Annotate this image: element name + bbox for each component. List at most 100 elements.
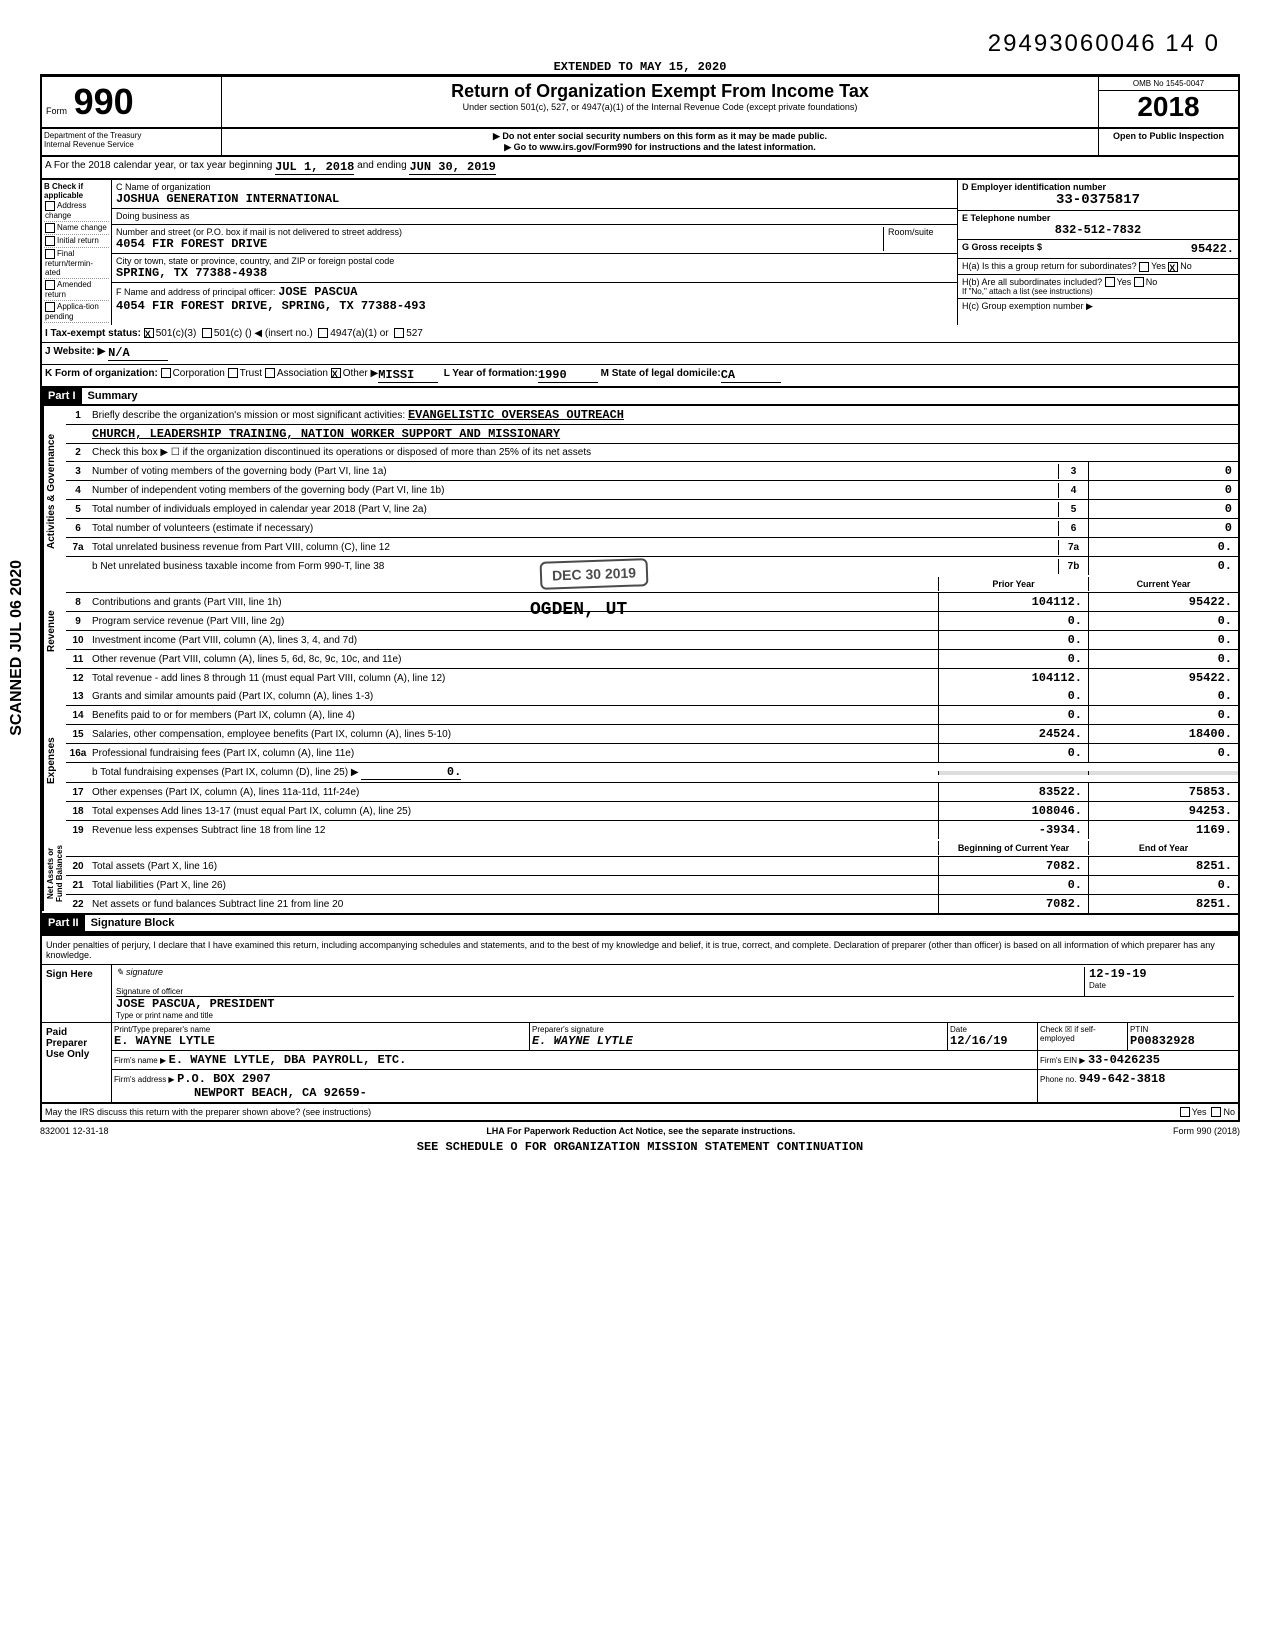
side-labels-column: Activities & Governance Revenue Expenses… — [42, 406, 66, 913]
officer-signature: ✎ signature — [116, 967, 1084, 987]
expense-row: 15Salaries, other compensation, employee… — [66, 725, 1238, 744]
address-label: Number and street (or P.O. box if mail i… — [116, 227, 883, 237]
501c-checkbox[interactable] — [202, 328, 212, 338]
revenue-row: 10Investment income (Part VIII, column (… — [66, 631, 1238, 650]
officer-label: F Name and address of principal officer: — [116, 287, 275, 297]
section-b-label: B Check if applicable — [44, 182, 109, 200]
officer-address: 4054 FIR FOREST DRIVE, SPRING, TX 77388-… — [116, 299, 953, 313]
expense-row: 17Other expenses (Part IX, column (A), l… — [66, 783, 1238, 802]
prep-sig-label: Preparer's signature — [532, 1025, 945, 1034]
paid-preparer-row: Paid Preparer Use Only Print/Type prepar… — [42, 1023, 1238, 1103]
ha-label: H(a) Is this a group return for subordin… — [962, 261, 1137, 271]
footer-lha: LHA For Paperwork Reduction Act Notice, … — [486, 1126, 795, 1136]
discuss-yes-checkbox[interactable] — [1180, 1107, 1190, 1117]
line-a-prefix: A For the 2018 calendar year, or tax yea… — [45, 160, 272, 175]
other-checkbox[interactable] — [331, 368, 341, 378]
form-subtitle: Under section 501(c), 527, or 4947(a)(1)… — [226, 102, 1094, 112]
4947-checkbox[interactable] — [318, 328, 328, 338]
line-i-label: I Tax-exempt status: — [45, 328, 141, 339]
line-l-label: L Year of formation: — [444, 368, 538, 383]
phone-row: E Telephone number 832-512-7832 — [958, 211, 1238, 240]
city-row: City or town, state or province, country… — [112, 254, 957, 283]
expense-row: 18Total expenses Add lines 13-17 (must e… — [66, 802, 1238, 821]
hb-note: If "No," attach a list (see instructions… — [962, 287, 1234, 296]
check-name[interactable]: Name change — [44, 222, 109, 235]
governance-row: 7aTotal unrelated business revenue from … — [66, 538, 1238, 557]
sig-label: Signature of officer — [116, 987, 1084, 996]
firm-ein-label: Firm's EIN ▶ — [1040, 1056, 1085, 1065]
line-1: 1 Briefly describe the organization's mi… — [66, 406, 1238, 425]
check-amended[interactable]: Amended return — [44, 279, 109, 301]
line-2: 2 Check this box ▶ ☐ if the organization… — [66, 444, 1238, 462]
line2-label: Check this box ▶ ☐ if the organization d… — [90, 445, 1238, 460]
governance-row: 3Number of voting members of the governi… — [66, 462, 1238, 481]
mission-text: EVANGELISTIC OVERSEAS OUTREACH — [408, 408, 624, 422]
tracking-number: 29493060046 14 0 — [988, 30, 1220, 58]
extended-date: EXTENDED TO MAY 15, 2020 — [40, 60, 1240, 74]
officer-name: JOSE PASCUA — [278, 285, 357, 299]
firm-name-label: Firm's name ▶ — [114, 1056, 166, 1065]
check-address[interactable]: Address change — [44, 200, 109, 222]
paid-preparer-label: Paid Preparer Use Only — [42, 1023, 112, 1102]
instruction-2: ▶ Go to www.irs.gov/Form990 for instruct… — [224, 142, 1096, 153]
ha-no-checkbox[interactable] — [1168, 262, 1178, 272]
prep-signature: E. WAYNE LYTLE — [532, 1034, 945, 1048]
sign-here-row: Sign Here ✎ signature Signature of offic… — [42, 965, 1238, 1023]
section-d: D Employer identification number 33-0375… — [958, 180, 1238, 325]
officer-row: F Name and address of principal officer:… — [112, 283, 957, 315]
footer: 832001 12-31-18 LHA For Paperwork Reduct… — [40, 1122, 1240, 1140]
corp-checkbox[interactable] — [161, 368, 171, 378]
website-value: N/A — [108, 346, 168, 361]
ptin-label: PTIN — [1130, 1025, 1236, 1034]
continuation-note: SEE SCHEDULE O FOR ORGANIZATION MISSION … — [40, 1140, 1240, 1154]
line-m-label: M State of legal domicile: — [601, 368, 721, 383]
ha-yes-checkbox[interactable] — [1139, 262, 1149, 272]
self-employed-check[interactable]: Check ☒ if self-employed — [1038, 1023, 1128, 1050]
hb-yes-checkbox[interactable] — [1105, 277, 1115, 287]
firm-phone-label: Phone no. — [1040, 1075, 1076, 1084]
527-checkbox[interactable] — [394, 328, 404, 338]
line-i: I Tax-exempt status: 501(c)(3) 501(c) ( … — [40, 325, 1240, 343]
dept-info: Department of the Treasury Internal Reve… — [42, 129, 222, 155]
footer-form: Form 990 (2018) — [1173, 1126, 1240, 1136]
governance-row: 5Total number of individuals employed in… — [66, 500, 1238, 519]
other-value: MISSI — [378, 368, 438, 383]
officer-sig-body: ✎ signature Signature of officer 12-19-1… — [112, 965, 1238, 1022]
discuss-no-checkbox[interactable] — [1211, 1107, 1221, 1117]
side-net-assets: Net Assets or Fund Balances — [42, 836, 66, 911]
revenue-row: 9Program service revenue (Part VIII, lin… — [66, 612, 1238, 631]
revenue-row: 8Contributions and grants (Part VIII, li… — [66, 593, 1238, 612]
firm-phone: 949-642-3818 — [1079, 1072, 1165, 1086]
assoc-checkbox[interactable] — [265, 368, 275, 378]
address-row: Number and street (or P.O. box if mail i… — [112, 225, 957, 254]
period-end: JUN 30, 2019 — [409, 160, 495, 175]
governance-row: b Net unrelated business taxable income … — [66, 557, 1238, 575]
state-domicile: CA — [721, 368, 781, 383]
part1-badge: Part I — [42, 388, 82, 404]
ptin-value: P00832928 — [1130, 1034, 1236, 1048]
side-expenses: Expenses — [42, 686, 66, 836]
part2-header-row: Part II Signature Block — [40, 915, 1240, 933]
prior-year-header: Prior Year — [938, 577, 1088, 591]
prep-date-label: Date — [950, 1025, 1035, 1034]
balance-row: 22Net assets or fund balances Subtract l… — [66, 895, 1238, 913]
street-address: 4054 FIR FOREST DRIVE — [116, 237, 883, 251]
hb-no-checkbox[interactable] — [1134, 277, 1144, 287]
prior-current-header: Prior Year Current Year — [66, 575, 1238, 593]
revenue-row: 12Total revenue - add lines 8 through 11… — [66, 669, 1238, 687]
check-final[interactable]: Final return/termin-ated — [44, 248, 109, 279]
trust-checkbox[interactable] — [228, 368, 238, 378]
perjury-statement: Under penalties of perjury, I declare th… — [42, 936, 1238, 965]
form-title: Return of Organization Exempt From Incom… — [226, 81, 1094, 102]
part1-title: Summary — [82, 390, 138, 402]
part1-header-row: Part I Summary — [40, 388, 1240, 406]
title-right: OMB No 1545-0047 2018 — [1098, 77, 1238, 127]
firm-addr-label: Firm's address ▶ — [114, 1075, 175, 1084]
check-application[interactable]: Applica-tion pending — [44, 301, 109, 323]
dba-row: Doing business as — [112, 209, 957, 225]
501c3-checkbox[interactable] — [144, 328, 154, 338]
summary-body: 1 Briefly describe the organization's mi… — [66, 406, 1238, 913]
instructions: ▶ Do not enter social security numbers o… — [222, 129, 1098, 155]
check-initial[interactable]: Initial return — [44, 235, 109, 248]
firm-address: P.O. BOX 2907 — [177, 1072, 271, 1086]
